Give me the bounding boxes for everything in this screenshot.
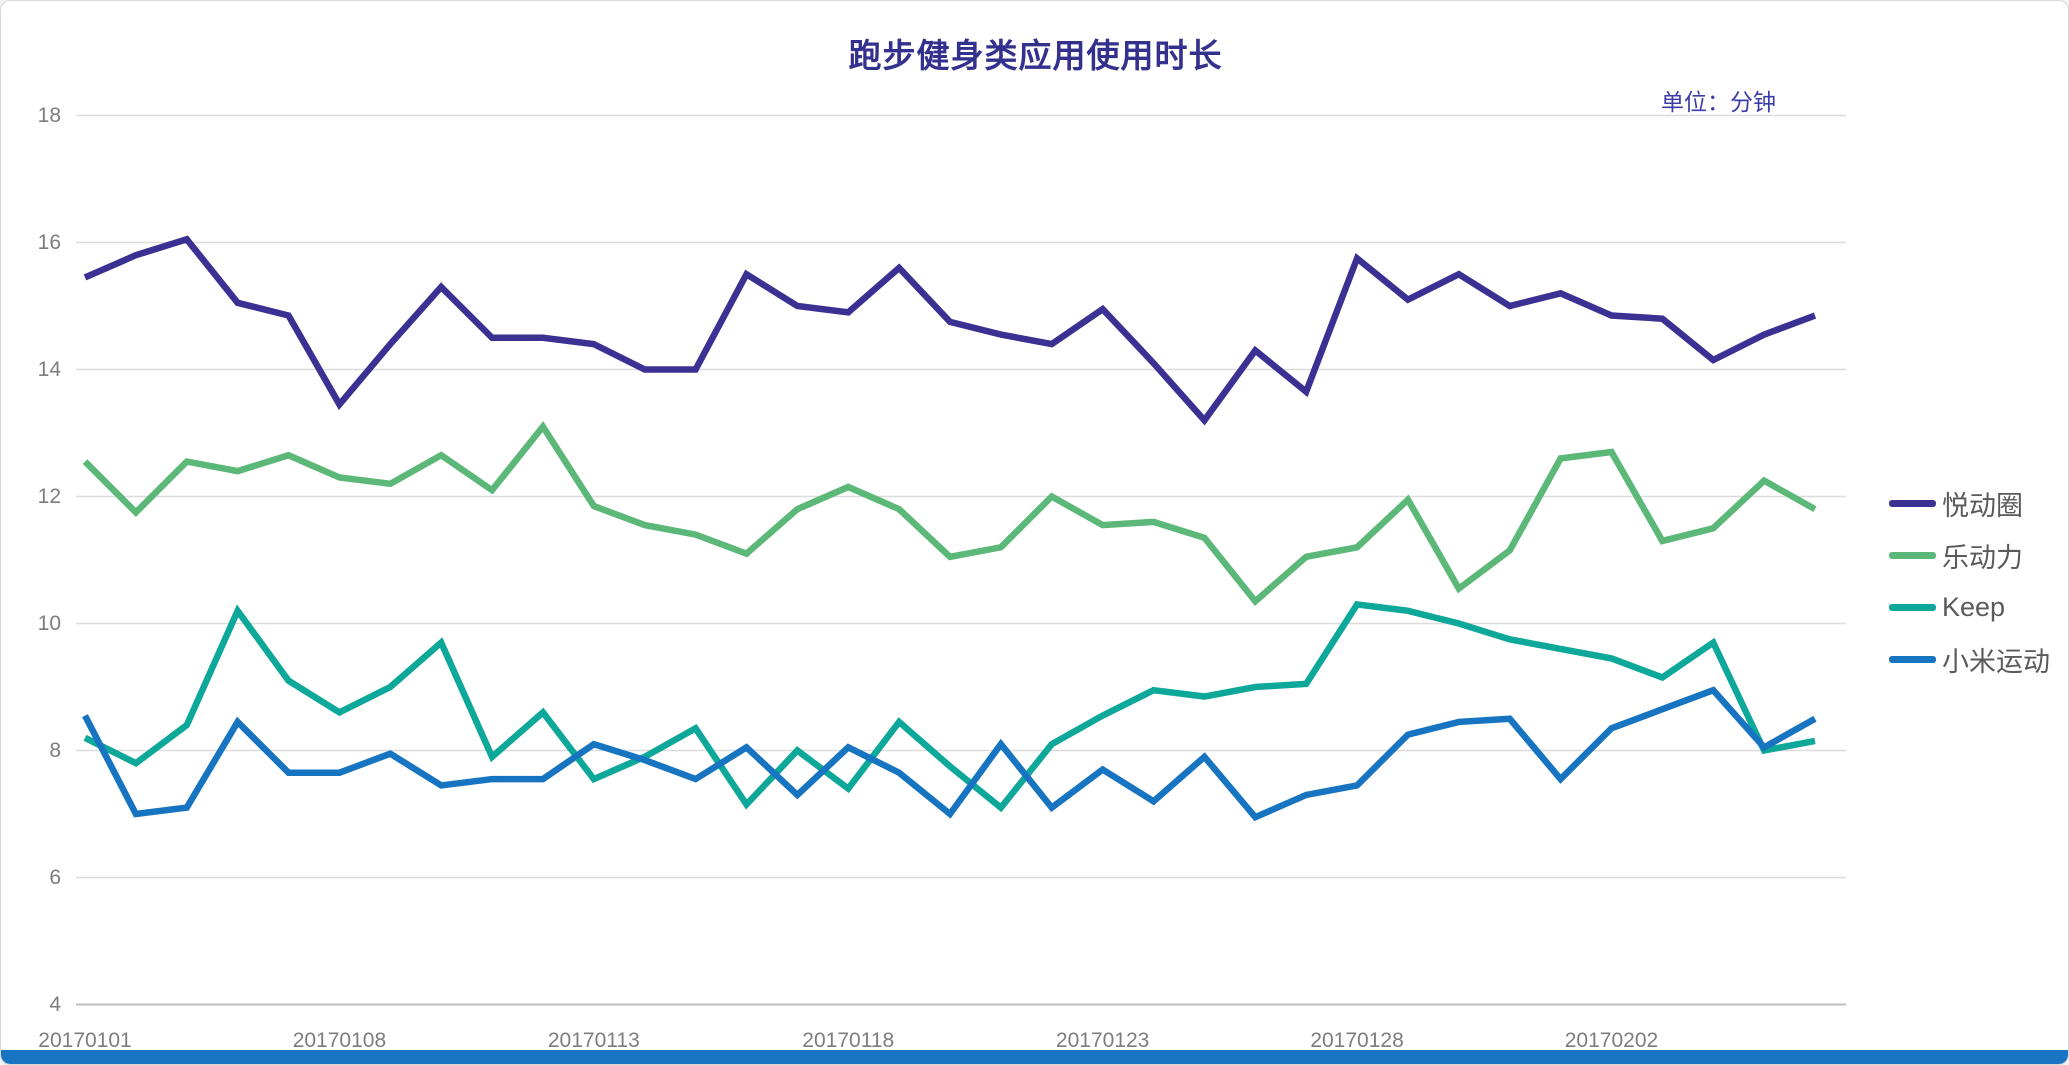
legend-swatch-ledongli bbox=[1889, 551, 1936, 559]
legend-item-keep[interactable]: Keep bbox=[1889, 592, 2050, 622]
series-line-乐动力 bbox=[82, 421, 1817, 606]
legend-label-ledongli: 乐动力 bbox=[1942, 542, 2023, 573]
legend-swatch-yuedongquan bbox=[1889, 499, 1936, 507]
x-tick-label-20170101: 20170101 bbox=[38, 1029, 132, 1052]
y-tick-label-10: 10 bbox=[37, 611, 61, 635]
chart-title: 跑步健身类应用使用时长 bbox=[848, 37, 1223, 74]
x-tick-label-20170108: 20170108 bbox=[292, 1029, 387, 1052]
legend-item-yuedongquan[interactable]: 悦动圈 bbox=[1889, 488, 2050, 521]
series-line-小米运动 bbox=[82, 686, 1817, 822]
y-tick-label-6: 6 bbox=[49, 865, 61, 889]
series-line-悦动圈 bbox=[83, 235, 1817, 426]
x-tick-label-20170113: 20170113 bbox=[547, 1029, 640, 1052]
footer-accent-bar bbox=[1, 1050, 2068, 1064]
x-tick-label-20170118: 20170118 bbox=[802, 1029, 895, 1052]
legend-label-yuedongquan: 悦动圈 bbox=[1942, 490, 2023, 521]
y-tick-label-8: 8 bbox=[49, 738, 61, 762]
legend-swatch-keep bbox=[1889, 603, 1936, 611]
legend: 悦动圈 乐动力 Keep 小米运动 bbox=[1889, 488, 2050, 677]
legend-item-xiaomiyundong[interactable]: 小米运动 bbox=[1889, 644, 2050, 677]
x-tick-label-20170128: 20170128 bbox=[1310, 1029, 1404, 1052]
x-tick-label-20170123: 20170123 bbox=[1055, 1029, 1150, 1052]
legend-label-keep: Keep bbox=[1942, 591, 2006, 622]
legend-swatch-xiaomiyundong bbox=[1889, 655, 1936, 663]
y-tick-label-18: 18 bbox=[37, 103, 61, 127]
x-tick-label-20170202: 20170202 bbox=[1564, 1029, 1659, 1052]
y-tick-label-12: 12 bbox=[37, 484, 61, 508]
y-tick-label-14: 14 bbox=[37, 357, 61, 381]
legend-label-xiaomiyundong: 小米运动 bbox=[1942, 646, 2050, 677]
unit-label: 单位：分钟 bbox=[1661, 89, 1776, 115]
series-line-Keep bbox=[83, 600, 1816, 813]
legend-item-ledongli[interactable]: 乐动力 bbox=[1889, 540, 2050, 573]
y-tick-label-4: 4 bbox=[49, 992, 61, 1016]
y-tick-label-16: 16 bbox=[37, 230, 61, 254]
